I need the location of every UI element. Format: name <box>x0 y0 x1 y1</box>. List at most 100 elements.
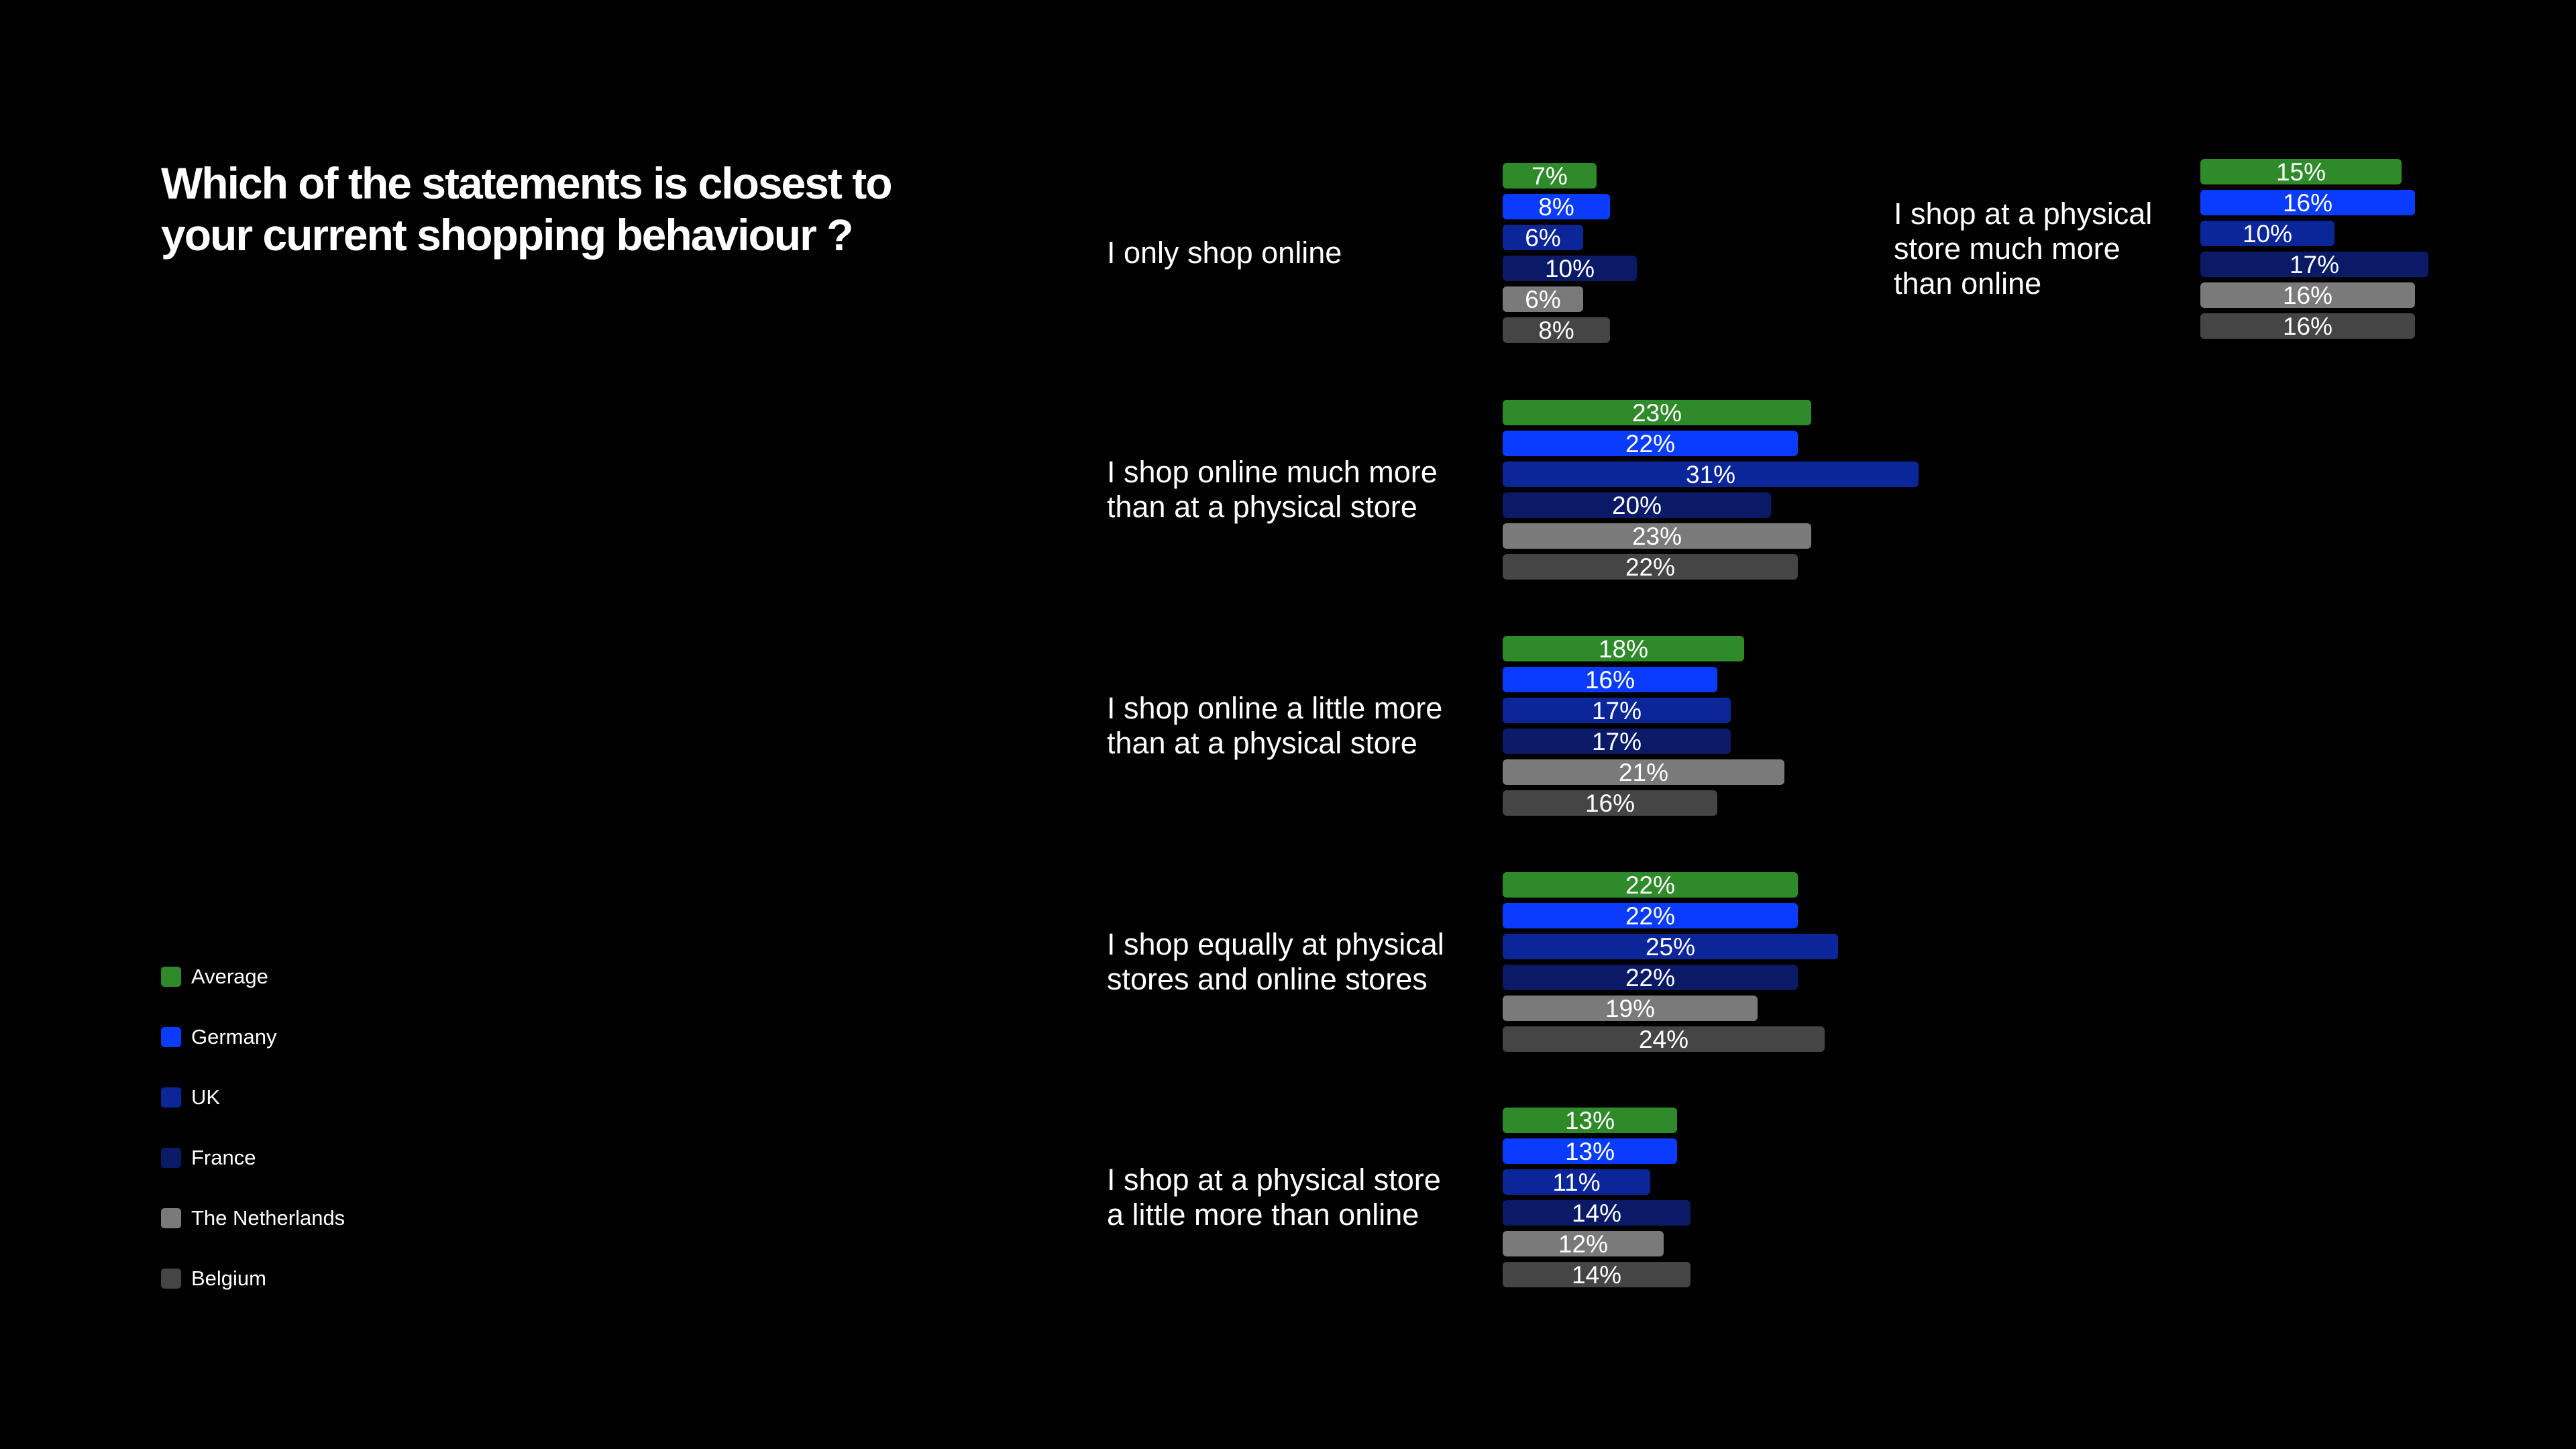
category-label-5-line-1: I shop at a physical store <box>1107 1163 1441 1197</box>
data-label-uk-cat-5: 11% <box>1552 1169 1600 1196</box>
legend-item-france: France <box>161 1144 256 1171</box>
bar-the-netherlands-cat-2 <box>1503 523 1811 549</box>
bar-france-cat-4 <box>1503 965 1798 990</box>
bar-uk-cat-1 <box>1503 225 1583 250</box>
data-label-the-netherlands-cat-5: 12% <box>1558 1230 1608 1258</box>
data-label-france-cat-1: 10% <box>1545 255 1595 282</box>
data-label-uk-cat-2: 31% <box>1686 461 1735 488</box>
category-label-3-line-1: I shop online a little more <box>1107 691 1442 725</box>
data-label-average-cat-4: 22% <box>1625 871 1675 899</box>
data-label-the-netherlands-cat-3: 21% <box>1619 759 1668 786</box>
bar-france-cat-2 <box>1503 492 1771 518</box>
bar-uk-cat-2 <box>1503 462 1919 487</box>
chart-title-line-2: your current shopping behaviour ? <box>161 210 853 260</box>
data-label-germany-cat-3: 16% <box>1585 666 1635 694</box>
bar-belgium-cat-4 <box>1503 1026 1825 1052</box>
chart-title-line-1: Which of the statements is closest to <box>161 158 893 208</box>
data-label-uk-cat-4: 25% <box>1646 933 1695 961</box>
bar-the-netherlands-cat-3 <box>1503 759 1784 785</box>
legend-label-france: France <box>191 1146 256 1169</box>
legend-label-average: Average <box>191 965 268 988</box>
bar-uk-cat-3 <box>1503 698 1731 723</box>
legend-swatch-germany <box>161 1027 181 1047</box>
data-label-uk-cat-6: 10% <box>2243 220 2292 248</box>
category-label-5-line-2: a little more than online <box>1107 1197 1419 1232</box>
legend-swatch-france <box>161 1148 181 1168</box>
bar-france-cat-6 <box>2200 252 2428 277</box>
bar-average-cat-1 <box>1503 163 1597 189</box>
data-label-germany-cat-2: 22% <box>1625 430 1675 458</box>
bar-the-netherlands-cat-4 <box>1503 996 1758 1021</box>
legend-label-uk: UK <box>191 1085 221 1109</box>
data-label-uk-cat-3: 17% <box>1592 697 1642 724</box>
legend-swatch-uk <box>161 1087 181 1108</box>
bar-the-netherlands-cat-5 <box>1503 1231 1664 1256</box>
data-label-the-netherlands-cat-4: 19% <box>1605 995 1655 1022</box>
bar-average-cat-2 <box>1503 400 1811 425</box>
bar-uk-cat-6 <box>2200 221 2334 246</box>
data-label-belgium-cat-4: 24% <box>1639 1026 1688 1053</box>
data-label-average-cat-5: 13% <box>1565 1107 1615 1134</box>
bar-the-netherlands-cat-6 <box>2200 282 2415 308</box>
category-label-2-line-1: I shop online much more <box>1107 455 1438 489</box>
data-label-average-cat-2: 23% <box>1632 399 1682 427</box>
data-label-belgium-cat-3: 16% <box>1585 790 1635 817</box>
data-label-france-cat-2: 20% <box>1612 492 1662 519</box>
data-label-germany-cat-6: 16% <box>2283 189 2332 217</box>
legend-label-germany: Germany <box>191 1025 277 1049</box>
legend-swatch-belgium <box>161 1269 181 1289</box>
data-label-france-cat-4: 22% <box>1625 964 1675 991</box>
data-label-belgium-cat-6: 16% <box>2283 313 2332 340</box>
category-label-3-line-2: than at a physical store <box>1107 726 1417 760</box>
legend-item-uk: UK <box>161 1084 220 1111</box>
data-label-belgium-cat-5: 14% <box>1572 1261 1621 1289</box>
bar-belgium-cat-3 <box>1503 790 1717 816</box>
legend-item-belgium: Belgium <box>161 1265 266 1292</box>
category-label-2-line-2: than at a physical store <box>1107 490 1417 524</box>
data-label-the-netherlands-cat-2: 23% <box>1632 523 1682 550</box>
bar-germany-cat-5 <box>1503 1138 1677 1164</box>
category-label-6-line-3: than online <box>1894 266 2041 301</box>
data-label-germany-cat-4: 22% <box>1625 902 1675 930</box>
data-label-germany-cat-5: 13% <box>1565 1138 1615 1165</box>
data-label-belgium-cat-1: 8% <box>1538 317 1574 344</box>
data-label-average-cat-3: 18% <box>1599 635 1648 663</box>
data-label-germany-cat-1: 8% <box>1538 193 1574 221</box>
bar-france-cat-1 <box>1503 256 1637 281</box>
data-label-average-cat-6: 15% <box>2276 158 2326 186</box>
bar-belgium-cat-1 <box>1503 317 1610 343</box>
bar-belgium-cat-6 <box>2200 313 2415 339</box>
bar-average-cat-3 <box>1503 636 1744 661</box>
data-label-france-cat-6: 17% <box>2290 251 2339 278</box>
legend-item-average: Average <box>161 963 268 990</box>
bar-germany-cat-2 <box>1503 431 1798 456</box>
data-label-average-cat-1: 7% <box>1532 162 1567 190</box>
category-label-4-line-2: stores and online stores <box>1107 962 1428 996</box>
category-label-4-line-1: I shop equally at physical <box>1107 927 1444 961</box>
data-label-the-netherlands-cat-6: 16% <box>2283 282 2332 309</box>
bar-the-netherlands-cat-1 <box>1503 286 1583 312</box>
chart-title: Which of the statements is closest to yo… <box>161 158 966 261</box>
category-label-6-line-1: I shop at a physical <box>1894 197 2152 231</box>
data-label-france-cat-3: 17% <box>1592 728 1642 755</box>
data-label-the-netherlands-cat-1: 6% <box>1525 286 1560 313</box>
bar-average-cat-4 <box>1503 872 1798 898</box>
legend-swatch-average <box>161 967 181 987</box>
bar-germany-cat-4 <box>1503 903 1798 928</box>
bar-average-cat-5 <box>1503 1108 1677 1133</box>
bar-average-cat-6 <box>2200 159 2402 184</box>
legend-item-germany: Germany <box>161 1024 276 1051</box>
bar-uk-cat-4 <box>1503 934 1838 959</box>
bar-germany-cat-3 <box>1503 667 1717 692</box>
category-label-1-line-1: I only shop online <box>1107 235 1342 270</box>
data-label-france-cat-5: 14% <box>1572 1199 1621 1227</box>
bar-belgium-cat-2 <box>1503 554 1798 580</box>
data-label-belgium-cat-2: 22% <box>1625 553 1675 581</box>
bar-germany-cat-6 <box>2200 190 2415 215</box>
bar-belgium-cat-5 <box>1503 1262 1690 1287</box>
bar-france-cat-3 <box>1503 729 1731 754</box>
data-label-uk-cat-1: 6% <box>1525 224 1560 252</box>
legend-label-belgium: Belgium <box>191 1267 266 1290</box>
legend-label-the-netherlands: The Netherlands <box>191 1206 345 1230</box>
